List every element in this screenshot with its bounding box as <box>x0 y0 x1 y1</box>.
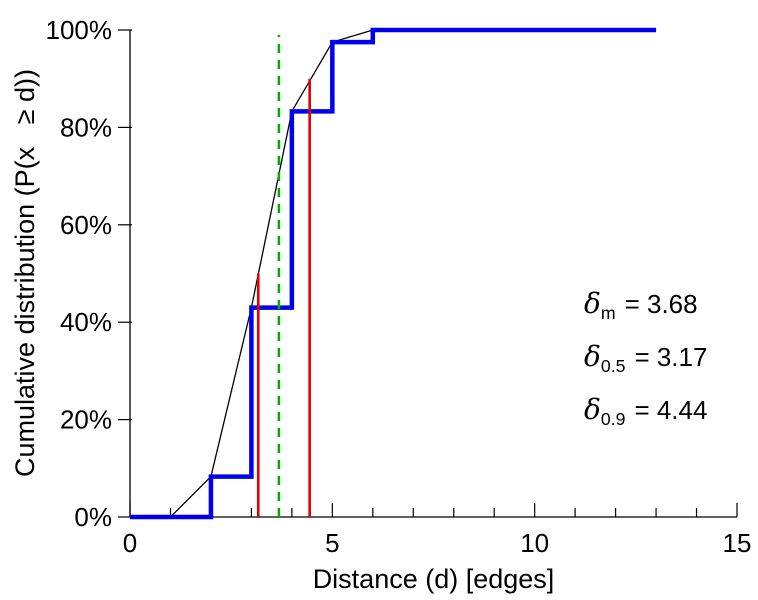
x-tick-label: 5 <box>325 528 339 558</box>
delta-value: = 3.68 <box>624 289 698 319</box>
p90-annotation: δ0.9 = 4.44 <box>584 383 707 436</box>
y-tick-label: 60% <box>60 210 112 240</box>
y-tick-label: 20% <box>60 405 112 435</box>
y-axis-label: Cumulative distribution (P(x ≥ d)) <box>10 69 40 477</box>
stats-annotations: δm = 3.68 δ0.5 = 3.17 δ0.9 = 4.44 <box>584 277 707 436</box>
empirical-cdf-step <box>130 27 657 520</box>
x-tick-label: 0 <box>123 528 137 558</box>
y-tick-label: 40% <box>60 307 112 337</box>
delta-value: = 4.44 <box>634 395 708 425</box>
delta-symbol: δ <box>584 393 601 426</box>
delta-symbol: δ <box>584 287 601 320</box>
y-tick-label: 80% <box>60 112 112 142</box>
y-tick-label: 0% <box>74 502 112 532</box>
delta-subscript: m <box>600 303 616 324</box>
delta-symbol: δ <box>584 340 601 373</box>
interpolated-cdf <box>170 29 657 518</box>
median-annotation: δ0.5 = 3.17 <box>584 330 707 383</box>
x-axis-label: Distance (d) [edges] <box>312 564 555 594</box>
delta-value: = 3.17 <box>634 342 708 372</box>
x-tick-label: 10 <box>520 528 549 558</box>
mean-annotation: δm = 3.68 <box>584 277 707 330</box>
delta-subscript: 0.9 <box>600 409 626 430</box>
x-tick-label: 15 <box>723 528 752 558</box>
y-tick-label: 100% <box>46 15 113 45</box>
delta-subscript: 0.5 <box>600 356 626 377</box>
